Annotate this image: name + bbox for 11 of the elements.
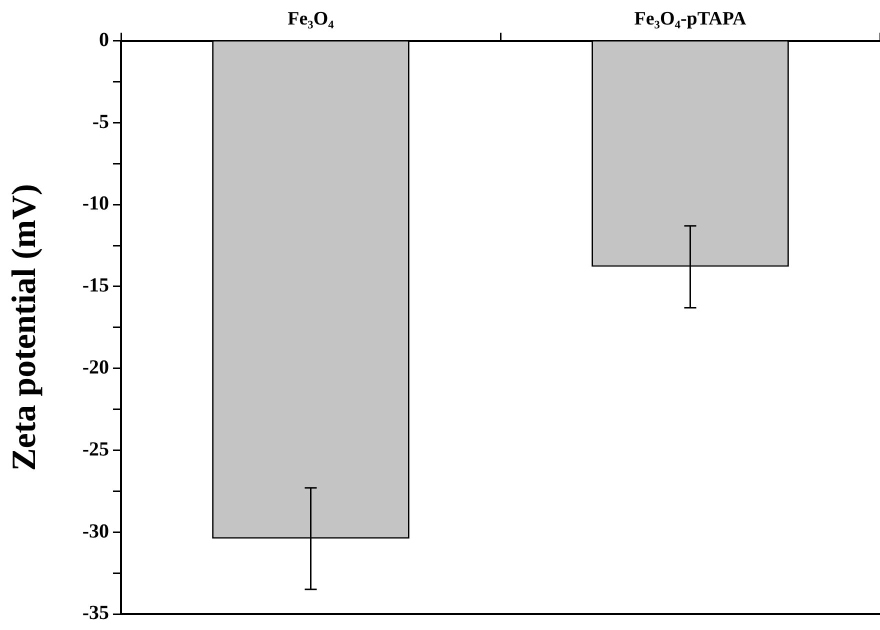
x-tick-label: Fe₃O₄-pTAPA [634,8,747,30]
y-tick-label: -30 [82,520,109,542]
y-tick-label: -20 [82,356,109,379]
x-tick-label: Fe₃O₄ [288,8,334,30]
y-tick-label: 0 [99,28,109,51]
y-tick-label: -15 [82,274,109,297]
y-tick-label: -10 [82,192,109,215]
y-tick-label: -35 [82,602,109,624]
y-tick-label: -5 [92,110,109,133]
y-axis-title: Zeta potential (mV) [6,184,44,471]
y-tick-label: -25 [82,438,109,460]
